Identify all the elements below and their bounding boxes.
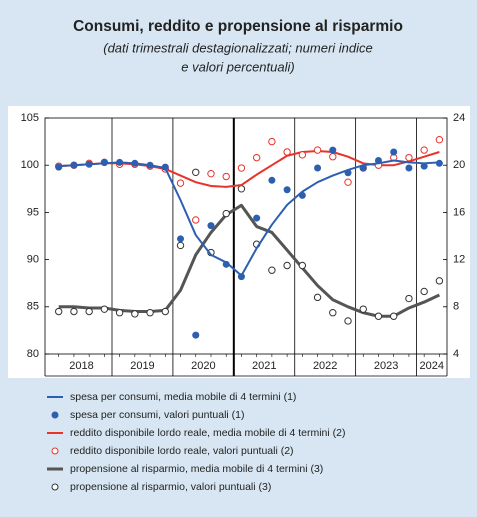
point <box>329 153 337 161</box>
point <box>283 148 291 156</box>
x-tick-label: 2020 <box>191 360 215 372</box>
y2-tick-label: 20 <box>453 159 465 171</box>
point <box>207 222 215 230</box>
legend-label: propensione al risparmio, media mobile d… <box>70 463 323 475</box>
point <box>329 146 337 154</box>
point <box>131 310 139 318</box>
y2-tick-label: 16 <box>453 206 465 218</box>
legend-label: spesa per consumi, media mobile di 4 ter… <box>70 391 296 403</box>
point <box>146 161 154 169</box>
point <box>344 169 352 177</box>
point <box>192 331 200 339</box>
point <box>268 176 276 184</box>
point <box>435 159 443 167</box>
point <box>405 294 413 303</box>
point <box>253 214 261 222</box>
point <box>313 293 322 302</box>
legend-swatch <box>51 411 59 419</box>
chart-title: Consumi, reddito e propensione al rispar… <box>73 18 403 35</box>
x-tick-label: 2021 <box>252 360 276 372</box>
point <box>359 305 367 313</box>
point <box>177 235 185 243</box>
point <box>146 309 154 317</box>
point <box>298 191 306 199</box>
point <box>420 146 428 154</box>
point <box>359 164 367 172</box>
legend-label: spesa per consumi, valori puntuali (1) <box>70 409 245 421</box>
plot-frame <box>44 117 448 355</box>
point <box>283 186 291 194</box>
y-tick-label: 105 <box>21 112 39 124</box>
legend-label: reddito disponibile lordo reale, media m… <box>70 427 345 439</box>
chart-subtitle: (dati trimestrali destagionalizzati; num… <box>103 40 373 55</box>
y2-tick-label: 8 <box>453 301 459 313</box>
point <box>85 307 93 316</box>
point <box>329 309 337 317</box>
point <box>435 136 444 144</box>
plot-panel <box>8 106 470 378</box>
point <box>298 261 307 270</box>
y2-tick-label: 4 <box>453 348 459 360</box>
point <box>161 163 169 171</box>
point <box>222 209 230 218</box>
x-tick-label: 2019 <box>130 360 154 372</box>
point <box>405 153 413 162</box>
point <box>420 162 428 170</box>
point <box>374 156 382 164</box>
point <box>374 312 383 320</box>
point <box>192 216 200 224</box>
point <box>70 161 78 169</box>
x-tick-label: 2024 <box>420 360 444 372</box>
point <box>283 261 291 270</box>
point <box>100 158 108 166</box>
y-tick-label: 90 <box>27 254 39 266</box>
point <box>268 137 276 146</box>
point <box>207 169 215 178</box>
point <box>222 260 230 268</box>
x-tick-label: 2018 <box>69 360 93 372</box>
legend-swatch <box>51 483 59 491</box>
point <box>390 148 398 156</box>
point <box>390 312 398 320</box>
point <box>115 309 124 317</box>
point <box>252 153 261 162</box>
y-tick-label: 95 <box>27 206 39 218</box>
point <box>131 159 139 167</box>
point <box>176 179 185 187</box>
point <box>405 164 413 172</box>
point <box>314 164 322 172</box>
point <box>344 178 352 186</box>
y-tick-label: 80 <box>27 348 39 360</box>
y2-tick-label: 24 <box>453 112 465 124</box>
point <box>176 241 185 250</box>
point <box>237 164 246 172</box>
point <box>237 273 245 281</box>
point <box>222 172 230 181</box>
point <box>420 287 428 296</box>
point <box>268 266 276 274</box>
point <box>85 160 93 168</box>
chart-subtitle: e valori percentuali) <box>181 59 294 74</box>
point <box>313 146 322 154</box>
point <box>55 307 63 316</box>
x-tick-label: 2022 <box>313 360 337 372</box>
y-tick-label: 100 <box>21 159 39 171</box>
point <box>237 185 246 193</box>
point <box>161 307 169 316</box>
legend-label: propensione al risparmio, valori puntual… <box>70 481 271 493</box>
point <box>192 168 200 176</box>
point <box>344 317 352 325</box>
point <box>298 151 307 159</box>
point <box>116 158 124 166</box>
point <box>100 305 109 313</box>
y-tick-label: 85 <box>27 301 39 313</box>
legend-label: reddito disponibile lordo reale, valori … <box>70 445 294 457</box>
legend-swatch <box>51 447 59 455</box>
point <box>70 307 78 316</box>
x-tick-label: 2023 <box>374 360 398 372</box>
point <box>435 277 444 285</box>
y2-tick-label: 12 <box>453 254 465 266</box>
point <box>55 163 63 171</box>
